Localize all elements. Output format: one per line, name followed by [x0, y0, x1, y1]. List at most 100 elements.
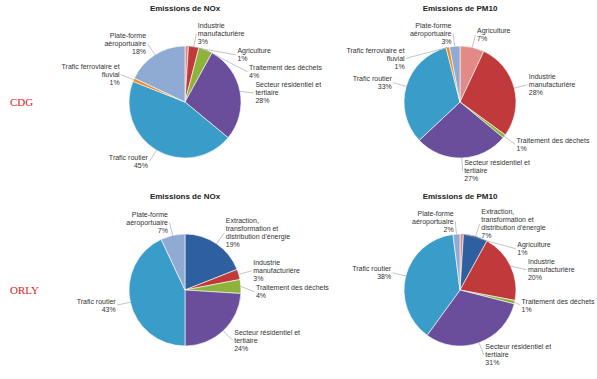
pie-slice — [404, 48, 460, 141]
value-label: 1% — [522, 306, 532, 313]
leader-line — [241, 286, 255, 291]
leader-line — [453, 33, 455, 46]
slice-label: Secteur résidentiel ettertiaire28% — [255, 81, 321, 104]
label-line: Extraction, — [481, 208, 514, 215]
slice-label: Industriemanufacturière3% — [253, 259, 300, 282]
value-label: 4% — [249, 72, 259, 79]
slice-label: Plate-formeaéroportuaire3% — [410, 22, 452, 45]
leader-line — [223, 331, 232, 340]
leader-line — [476, 224, 480, 236]
slices — [129, 234, 241, 346]
category-label: Secteur résidentiel ettertiaire — [234, 329, 300, 344]
slice-label: Trafic ferroviaire etfluvial1% — [62, 63, 121, 86]
leader-line — [511, 266, 527, 270]
label-line: Agriculture — [517, 241, 551, 249]
leader-line — [187, 46, 236, 55]
category-label: Trafic routier — [352, 265, 392, 272]
chart-root: Emissions de NOxAgriculture1%Industriema… — [0, 0, 597, 379]
slice-label: Extraction,transformation etdistribution… — [481, 208, 545, 239]
value-label: 43% — [102, 306, 116, 313]
value-label: 4% — [256, 292, 266, 299]
category-label: Trafic routier — [353, 75, 393, 82]
category-label: Traitement des déchets — [522, 298, 595, 305]
value-label: 28% — [529, 89, 543, 96]
label-line: aéroportuaire — [410, 30, 452, 38]
slice-label: Trafic routier45% — [109, 154, 149, 169]
label-line: tertiaire — [464, 167, 487, 174]
label-line: manufacturière — [198, 30, 245, 37]
category-label: Traitement des déchets — [517, 137, 590, 144]
category-label: Industriemanufacturière — [528, 258, 575, 273]
leader-line — [194, 34, 197, 47]
label-line: Secteur résidentiel et — [464, 159, 530, 166]
slices — [404, 46, 516, 158]
slice-label: Trafic ferroviaire etfluvial1% — [347, 47, 406, 70]
pie-slice — [446, 47, 460, 102]
leader-line — [240, 92, 254, 93]
slice-label: Trafic routier33% — [353, 75, 393, 90]
pie-slice — [161, 234, 185, 290]
category-label: Trafic ferroviaire etfluvial — [347, 47, 406, 62]
slice-label: Plate-formeaéroportuaire18% — [104, 32, 146, 55]
label-line: Trafic routier — [353, 75, 393, 82]
pie-area: Agriculture1%Extraction,transformation e… — [352, 208, 595, 366]
label-line: Secteur résidentiel et — [485, 343, 551, 350]
label-line: Traitement des déchets — [522, 298, 595, 305]
label-line: tertiaire — [234, 337, 257, 344]
leader-line — [169, 223, 172, 236]
leader-line — [461, 158, 463, 171]
label-line: Agriculture — [477, 27, 511, 35]
label-line: Traitement des déchets — [256, 284, 329, 291]
category-label: Agriculture — [237, 47, 271, 55]
label-line: Industrie — [529, 73, 556, 80]
leader-line — [149, 150, 156, 161]
value-label: 20% — [528, 274, 542, 281]
chart-title: Emissions de PM10 — [423, 4, 498, 13]
pie-slice — [185, 290, 241, 346]
leader-line — [472, 35, 475, 48]
leader-line — [148, 44, 155, 55]
category-label: Secteur résidentiel ettertiaire — [255, 81, 321, 96]
value-label: 18% — [132, 48, 146, 55]
slice-label: Industriemanufacturière3% — [198, 22, 245, 45]
value-label: 1% — [237, 55, 247, 62]
data-labels: Agriculture1%Extraction,transformation e… — [352, 208, 595, 366]
value-label: 1% — [517, 249, 527, 256]
value-label: 28% — [255, 97, 269, 104]
category-label: Secteur résidentiel ettertiaire — [464, 159, 530, 174]
leader-line — [406, 47, 448, 58]
category-label: Secteur résidentiel ettertiaire — [485, 343, 551, 358]
category-label: Industriemanufacturière — [253, 259, 300, 274]
pie-area: Extraction,transformation etdistribution… — [77, 211, 330, 352]
value-label: 19% — [226, 241, 240, 248]
label-line: Agriculture — [237, 47, 271, 55]
label-line: Trafic ferroviaire et — [347, 47, 405, 54]
label-line: Extraction, — [226, 217, 259, 224]
data-labels: Agriculture7%Industriemanufacturière28%T… — [347, 22, 590, 183]
label-line: Industrie — [198, 22, 225, 29]
label-line: distribution d'énergie — [226, 233, 290, 241]
leader-line — [504, 136, 515, 144]
label-line: transformation et — [481, 216, 534, 223]
label-line: Traitement des déchets — [517, 137, 590, 144]
pie-slice — [450, 46, 460, 102]
value-label: 7% — [481, 232, 491, 239]
leader-line — [121, 75, 133, 80]
value-label: 1% — [110, 79, 120, 86]
slice-label: Secteur résidentiel ettertiaire31% — [485, 343, 551, 366]
slice-label: Traitement des déchets4% — [256, 284, 329, 299]
label-line: tertiaire — [485, 351, 508, 358]
value-label: 45% — [134, 162, 148, 169]
label-line: Plate-forme — [415, 22, 451, 29]
value-label: 7% — [158, 227, 168, 234]
value-label: 38% — [377, 273, 391, 280]
category-label: Agriculture — [477, 27, 511, 35]
leader-line — [514, 85, 527, 88]
category-label: Plate-formeaéroportuaire — [126, 211, 168, 227]
leader-line — [393, 273, 406, 276]
label-line: fluvial — [102, 71, 120, 78]
category-label: Traitement des déchets — [256, 284, 329, 291]
label-line: aéroportuaire — [412, 218, 454, 226]
slice-label: Traitement des déchets1% — [517, 137, 590, 152]
value-label: 24% — [234, 345, 248, 352]
